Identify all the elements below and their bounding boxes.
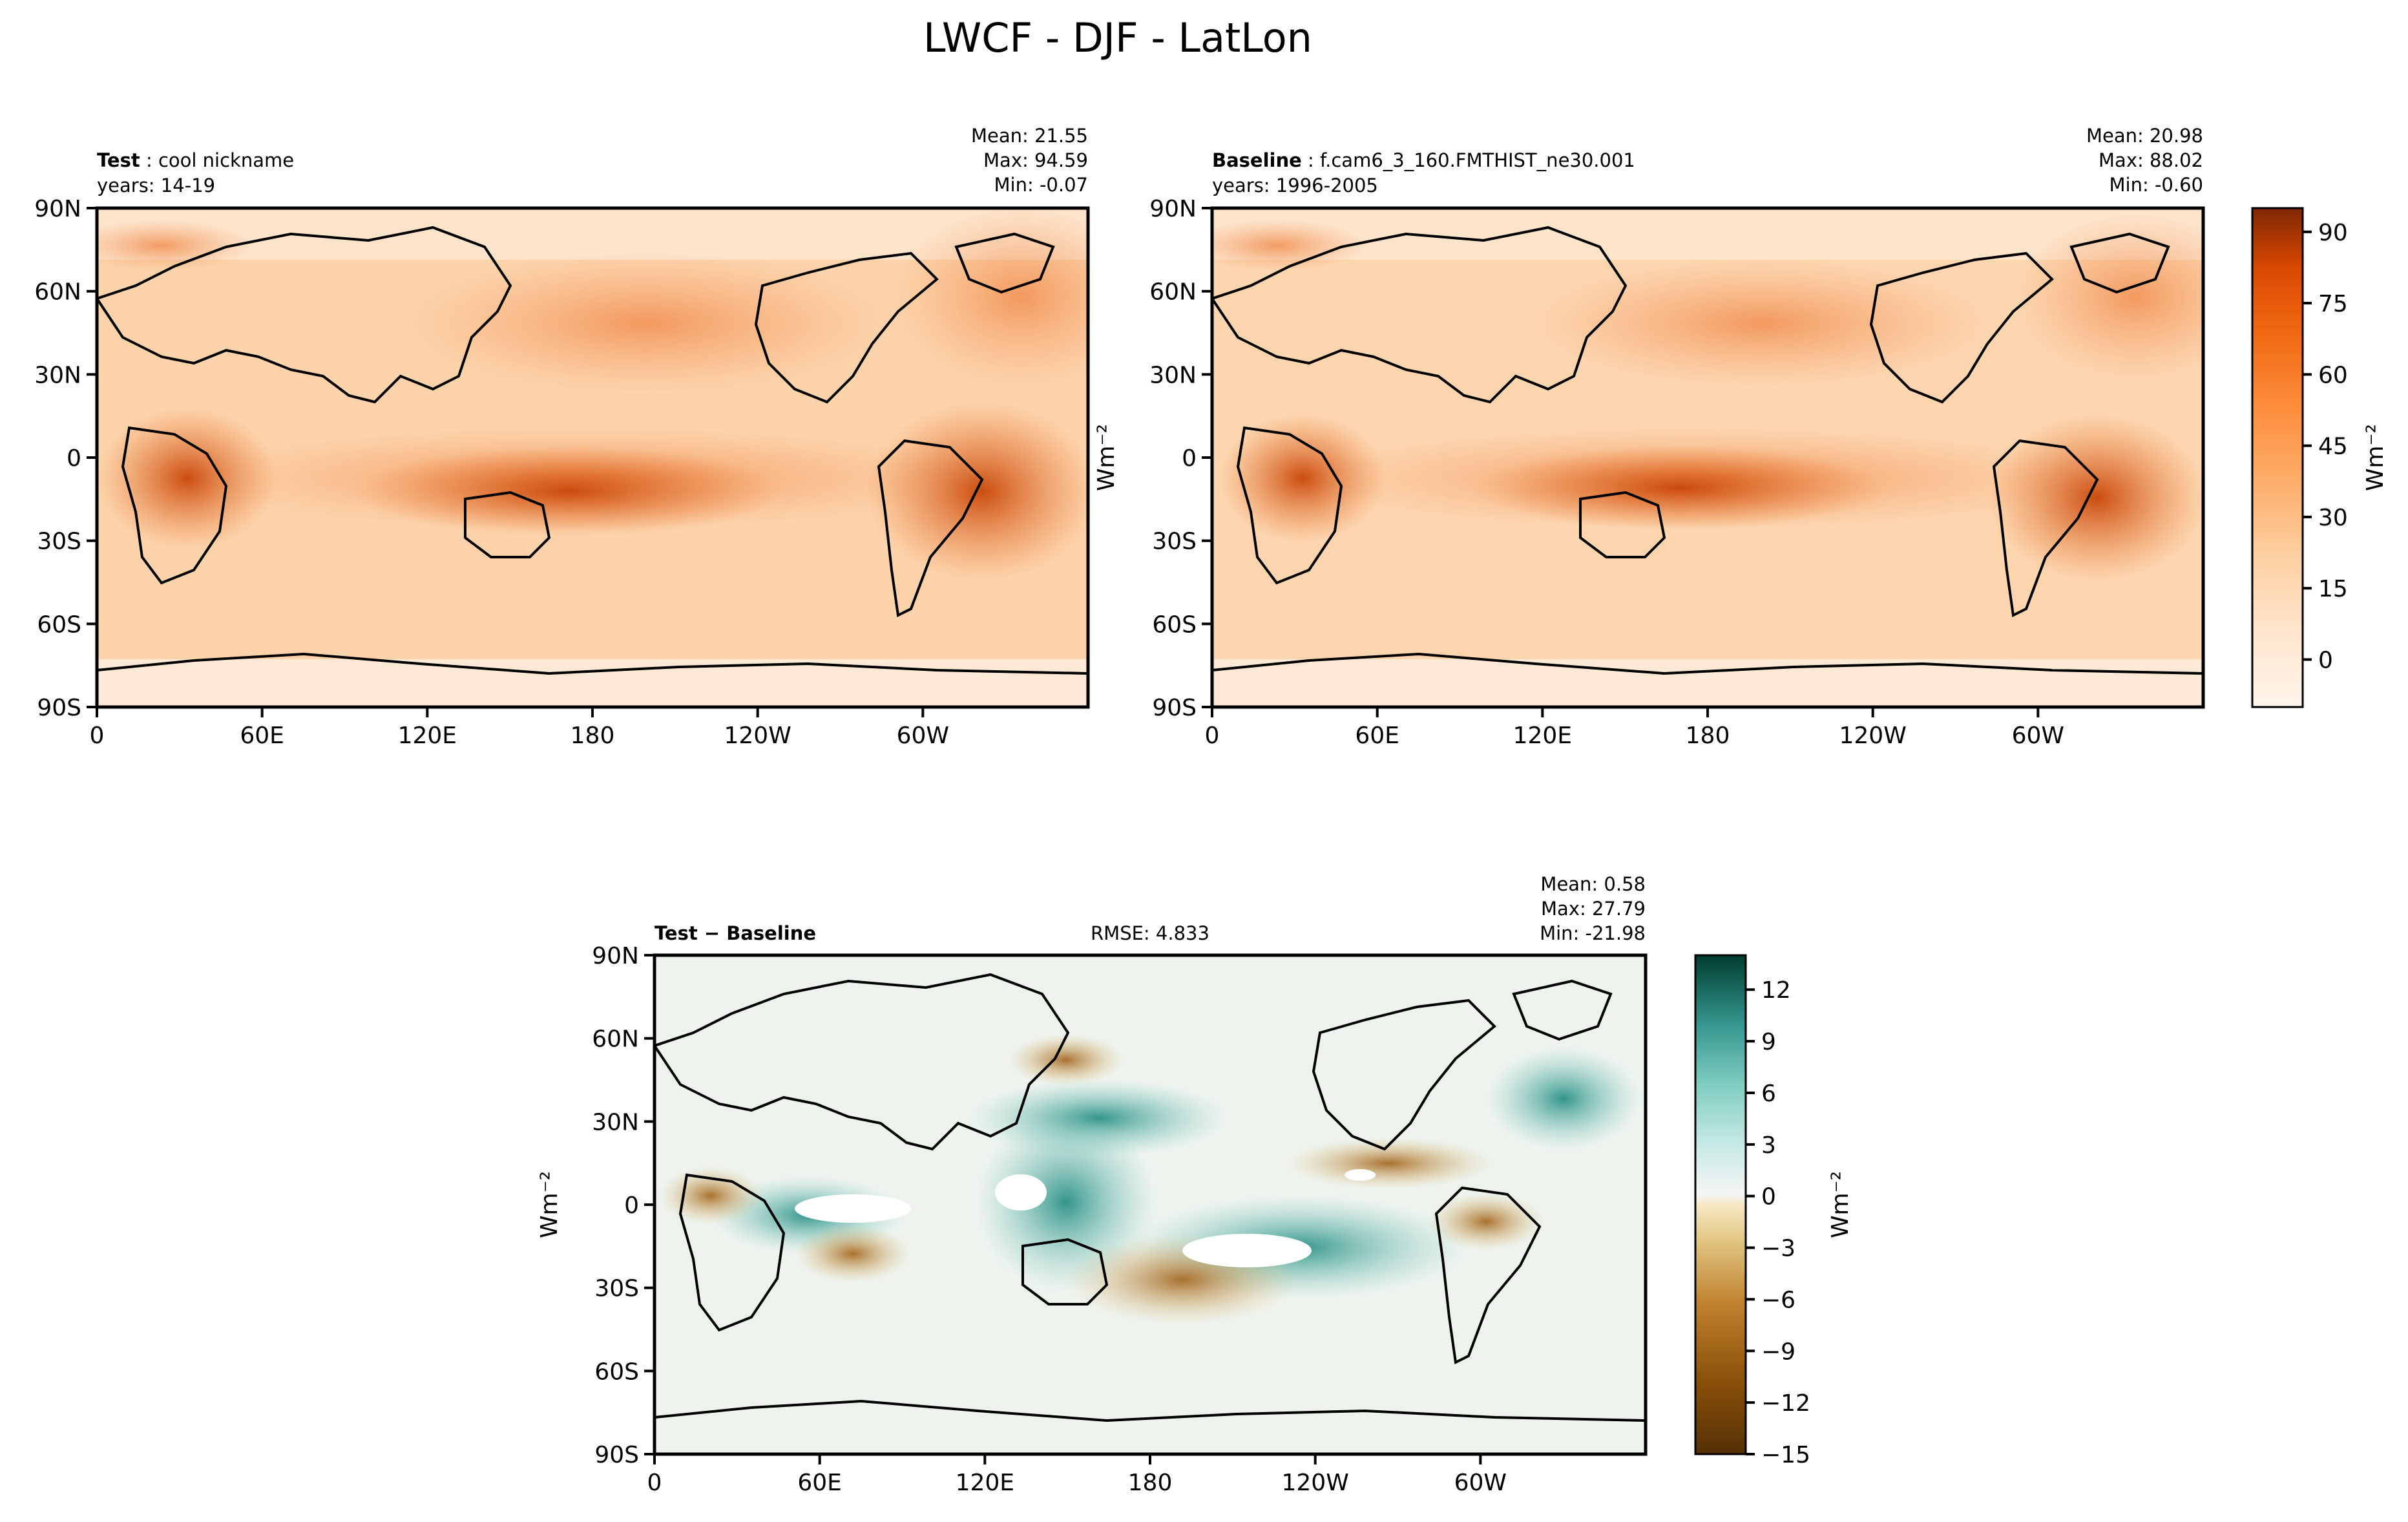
panel-baseline: Baseline : f.cam6_3_160.FMTHIST_ne30.001… — [1093, 125, 2389, 749]
x-tick-label: 120E — [1513, 723, 1572, 749]
y-tick-label: 60S — [1152, 611, 1197, 638]
stat-min: Min: -21.98 — [1540, 922, 1646, 944]
colorbar-tick-label: 9 — [1761, 1029, 1776, 1055]
years-label: years: 14-19 — [97, 174, 215, 196]
colorbar-tick-label: 90 — [2318, 220, 2348, 246]
panel-label: Baseline : f.cam6_3_160.FMTHIST_ne30.001 — [1212, 149, 1635, 171]
colorbar-tick-label: 15 — [2318, 576, 2348, 602]
x-tick-label: 120E — [956, 1470, 1014, 1496]
colorbar-tick-label: 45 — [2318, 434, 2348, 460]
panel-label: Test − Baseline — [654, 922, 816, 944]
y-tick-label: 30S — [37, 529, 81, 555]
x-tick-label: 60W — [897, 723, 949, 749]
colorbar-tick-label: −12 — [1761, 1390, 1810, 1417]
colorbar-tick-label: −15 — [1761, 1442, 1810, 1468]
colorbar-ticks: 90 75 60 45 30 15 0 — [2303, 220, 2348, 673]
y-tick-label: 60N — [34, 279, 81, 306]
stat-min: Min: -0.07 — [994, 174, 1088, 196]
stat-mean: Mean: 21.55 — [971, 125, 1088, 147]
years-label: years: 1996-2005 — [1212, 174, 1378, 196]
x-tick-label: 120W — [1282, 1470, 1349, 1496]
colorbar-tick-label: 30 — [2318, 505, 2348, 531]
colorbar-tick-label: 0 — [2318, 647, 2333, 673]
stat-max: Max: 88.02 — [2099, 149, 2203, 171]
axes: 0 60E 120E 180 120W 60W 90N 60N 30N 0 30S 60S 90S — [592, 943, 1507, 1496]
x-tick-label: 60W — [1454, 1470, 1507, 1496]
y-tick-label: 30N — [34, 362, 81, 388]
colorbar-oranges — [2251, 207, 2304, 708]
y-tick-label: 30N — [1149, 362, 1197, 388]
colorbar-tick-label: −6 — [1761, 1287, 1796, 1313]
y-tick-label: 90S — [594, 1442, 639, 1468]
x-tick-label: 60E — [797, 1470, 842, 1496]
x-tick-label: 180 — [571, 723, 615, 749]
y-tick-label: 60S — [37, 611, 81, 638]
y-tick-label: 90N — [592, 943, 639, 969]
stat-max: Max: 27.79 — [1541, 898, 1646, 920]
x-tick-label: 180 — [1128, 1470, 1173, 1496]
x-tick-label: 60W — [2012, 723, 2064, 749]
stat-min: Min: -0.60 — [2110, 174, 2203, 196]
x-tick-label: 0 — [1205, 723, 1220, 749]
y-tick-label: 30N — [592, 1109, 639, 1136]
x-tick-label: 120W — [1839, 723, 1907, 749]
rmse-label: RMSE: 4.833 — [1091, 922, 1209, 944]
colorbar-ticks: 12 9 6 3 0 −3 −6 −9 −12 −15 — [1746, 977, 1810, 1468]
colorbar-label: Wm⁻² — [2362, 424, 2389, 491]
stat-mean: Mean: 0.58 — [1540, 873, 1646, 895]
y-tick-label: 60N — [592, 1026, 639, 1053]
y-axis-label: Wm⁻² — [536, 1171, 563, 1238]
y-tick-label: 90S — [1152, 695, 1197, 721]
x-tick-label: 0 — [90, 723, 105, 749]
colorbar-tick-label: 60 — [2318, 362, 2348, 388]
axes: 0 60E 120E 180 120W 60W 90N 60N 30N 0 30S 60S 90S — [1149, 196, 2064, 749]
figure-title: LWCF - DJF - LatLon — [923, 14, 1312, 61]
colorbar-tick-label: −3 — [1761, 1236, 1796, 1262]
panel-label: Test : cool nickname — [97, 149, 294, 171]
colorbar-brbg — [1694, 954, 1747, 1455]
y-tick-label: 90N — [34, 196, 81, 222]
y-tick-label: 0 — [67, 445, 81, 472]
panel-difference: Test − Baseline RMSE: 4.833 Mean: 0.58 M… — [536, 873, 1854, 1496]
stat-mean: Mean: 20.98 — [2086, 125, 2203, 147]
colorbar-tick-label: 6 — [1761, 1081, 1776, 1107]
colorbar-label: Wm⁻² — [1827, 1171, 1854, 1238]
x-tick-label: 180 — [1686, 723, 1730, 749]
y-tick-label: 60S — [594, 1358, 639, 1385]
colorbar-tick-label: −9 — [1761, 1338, 1796, 1365]
colorbar-tick-label: 75 — [2318, 291, 2348, 317]
y-axis-label: Wm⁻² — [1093, 424, 1120, 491]
x-tick-label: 0 — [647, 1470, 662, 1496]
y-tick-label: 0 — [1182, 445, 1197, 472]
y-tick-label: 90N — [1149, 196, 1197, 222]
stat-max: Max: 94.59 — [983, 149, 1088, 171]
colorbar-tick-label: 3 — [1761, 1132, 1776, 1159]
x-tick-label: 60E — [240, 723, 284, 749]
y-tick-label: 0 — [624, 1192, 639, 1219]
x-tick-label: 120E — [398, 723, 457, 749]
y-tick-label: 30S — [1152, 529, 1197, 555]
colorbar-tick-label: 12 — [1761, 977, 1791, 1004]
y-tick-label: 60N — [1149, 279, 1197, 306]
y-tick-label: 90S — [37, 695, 81, 721]
x-tick-label: 120W — [724, 723, 791, 749]
colorbar-tick-label: 0 — [1761, 1184, 1776, 1210]
panel-test: Test : cool nickname years: 14-19 Mean: … — [34, 125, 1090, 749]
y-tick-label: 30S — [594, 1276, 639, 1302]
x-tick-label: 60E — [1355, 723, 1399, 749]
axes: 0 60E 120E 180 120W 60W 90N 60N 30N 0 30S 60S 90S — [34, 196, 949, 749]
